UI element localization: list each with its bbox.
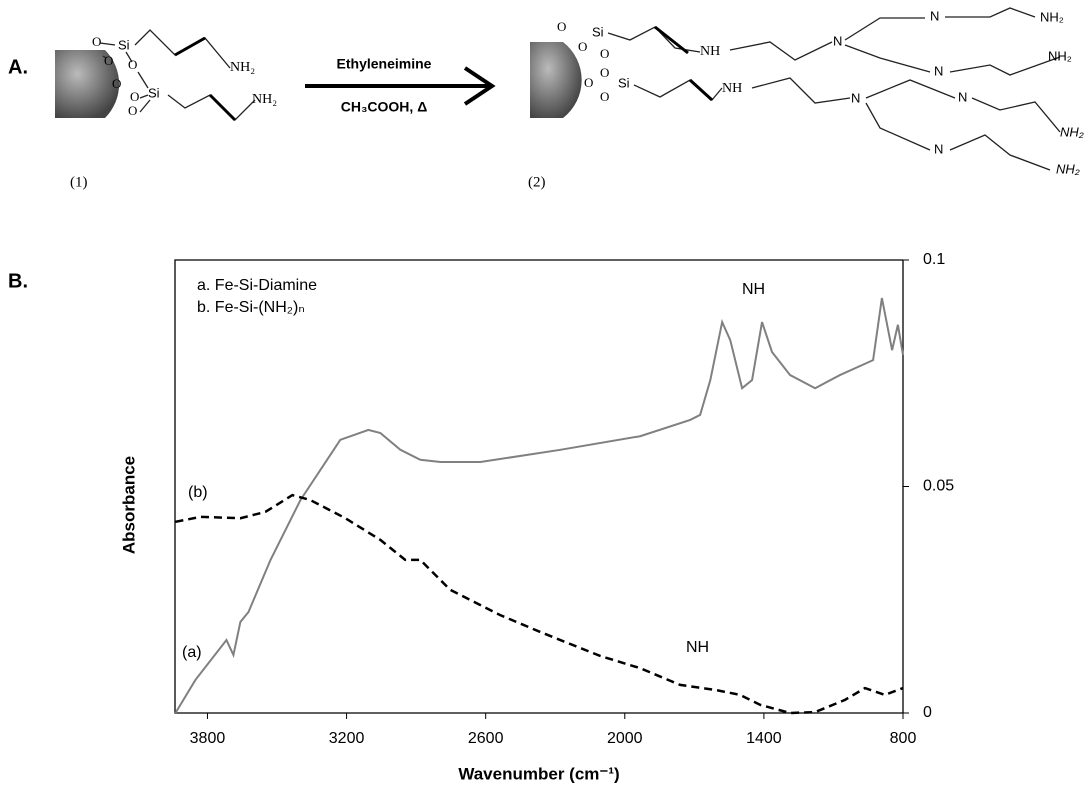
oxygen: O [104,53,113,68]
conditions: CH₃COOH, Δ [341,99,428,115]
panel-label: B. [8,270,28,292]
series-line [175,493,904,715]
oxygen: O [112,76,121,91]
tertiary-amine: N [851,90,860,105]
propyl-chain [167,94,256,121]
reaction-arrow [305,66,496,106]
tertiary-amine: N [934,141,943,156]
silicon: Si [118,37,130,52]
legend-entry: a. Fe-Si-Diamine [197,277,317,294]
series-line [174,297,904,714]
tertiary-amine: N [958,89,967,104]
annotation: (a) [182,644,202,661]
x-tick-label: 2600 [468,730,504,747]
tertiary-amine: N [930,8,939,23]
bond [654,25,689,55]
panel-label: A. [8,56,28,78]
polyethyleneimine-chain [729,7,1061,171]
oxygen: O [130,89,139,104]
amine: NH₂ [1056,161,1080,176]
oxygen: O [584,75,593,90]
amine: NH₂ [1040,9,1064,24]
silicon: Si [592,24,604,39]
oxygen: O [128,57,137,72]
x-tick-label: 3800 [190,730,226,747]
tertiary-amine: N [934,63,943,78]
amine: NH₂ [252,92,277,107]
oxygen: O [600,89,609,104]
oxygen: O [557,19,566,34]
oxygen: O [600,65,609,80]
oxygen: O [128,103,137,118]
y-tick-label: 0.1 [923,251,945,268]
panel-a: A. O O O O O O Si Si NH₂ NH₂ (1) Ethylen… [8,7,1084,190]
oxygen: O [578,39,587,54]
x-tick-label: 2000 [607,730,643,747]
x-axis-label: Wavenumber (cm⁻¹) [458,764,619,783]
x-tick-label: 3200 [329,730,365,747]
compound-label: (2) [528,174,546,190]
y-tick-label: 0 [923,704,932,721]
compound-label: (1) [70,174,88,190]
bond [174,36,206,57]
reagent: Ethyleneimine [337,56,432,72]
secondary-amine: NH [722,81,742,96]
panel-b: B. Absorbance Wavenumber (cm⁻¹) (a) (b) … [8,251,954,783]
y-axis-label: Absorbance [119,456,138,554]
amine: NH₂ [1048,48,1072,63]
tertiary-amine: N [833,33,842,48]
annotation: NH [742,281,765,298]
annotation: NH [686,639,709,656]
legend-entry: b. Fe-Si-(NH₂)ₙ [197,299,305,316]
silicon: Si [618,75,630,90]
propyl-chain [607,26,701,53]
y-tick-label: 0.05 [923,478,954,495]
propyl-chain [134,29,231,69]
bond [688,78,714,102]
nanoparticle [55,50,120,118]
amine: NH₂ [230,60,255,75]
secondary-amine: NH [700,44,720,59]
plot-frame [174,259,903,714]
bond [208,93,237,122]
x-tick-label: 800 [890,730,917,747]
oxygen: O [92,34,101,49]
annotation: (b) [188,484,208,501]
silicon: Si [148,85,160,100]
x-tick-label: 1400 [746,730,782,747]
nanoparticle [530,42,582,118]
oxygen: O [600,46,609,61]
amine: NH₂ [1060,124,1084,139]
si-o-bonds [99,42,151,113]
